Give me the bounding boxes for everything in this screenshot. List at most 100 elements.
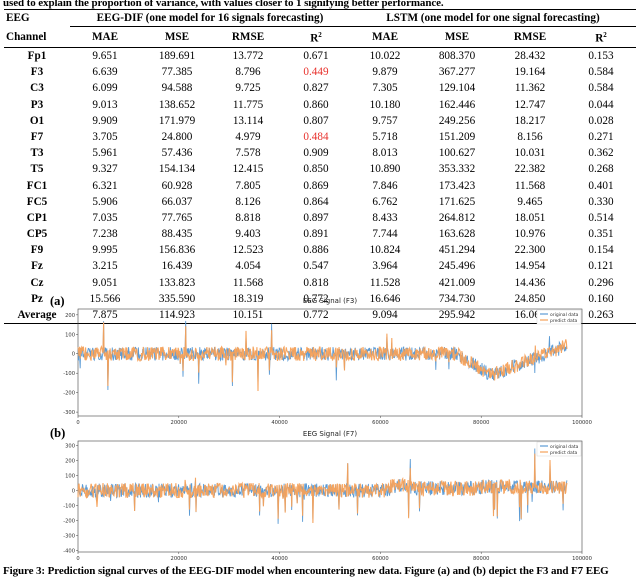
chart-panel-b: EEG Signal (F7) 300 200 100 0 -100 -200 -300 -40… — [63, 430, 592, 562]
value-cell: 57.436 — [161, 147, 193, 160]
value-cell: 14.954 — [514, 260, 546, 273]
col-mse-b: MSE — [420, 26, 494, 48]
table-row: FC1 6.321 60.928 7.805 0.869 7.846 173.423 11.5… — [4, 177, 636, 193]
table-row: Fp1 9.651 189.691 13.772 0.671 10.022 808.370 2… — [4, 47, 636, 64]
table-row: T3 5.961 57.436 7.578 0.909 8.013 100.627 10.03… — [4, 145, 636, 161]
table-row: CP5 7.238 88.435 9.403 0.891 7.744 163.628 10.9… — [4, 226, 636, 242]
value-cell: 7.875 — [70, 306, 140, 325]
value-cell: 8.126 — [235, 195, 261, 208]
value-cell: 5.718 — [372, 130, 398, 143]
value-cell: 0.807 — [303, 114, 329, 127]
col-mae-a: MAE — [70, 26, 140, 48]
value-cell: 0.671 — [303, 50, 329, 63]
y-tick-label: 200 — [65, 313, 75, 319]
value-cell: 60.928 — [161, 179, 193, 192]
channel-cell: Fz — [31, 260, 43, 273]
value-cell: 10.031 — [514, 147, 546, 160]
y-tick-label: 200 — [65, 459, 75, 465]
value-cell: 367.277 — [438, 66, 476, 79]
value-cell: 0.514 — [588, 211, 614, 224]
x-tick-label: 80000 — [473, 420, 490, 426]
value-cell: 8.013 — [372, 147, 398, 160]
legend-label: original data — [550, 312, 579, 318]
value-cell: 335.590 — [158, 292, 196, 305]
table-row: Pz 15.566 335.590 18.319 0.772 16.646 734.730 2… — [4, 291, 636, 307]
header-channel: Channel — [4, 26, 70, 48]
value-cell: 9.013 — [92, 98, 118, 111]
x-tick-label: 40000 — [271, 420, 288, 426]
table-row: F7 3.705 24.800 4.979 0.484 5.718 151.209 8.156… — [4, 129, 636, 145]
value-cell: 9.465 — [517, 195, 543, 208]
col-mae-b: MAE — [350, 26, 420, 48]
value-cell: 16.439 — [161, 260, 193, 273]
value-cell: 16.646 — [369, 292, 401, 305]
value-cell: 12.747 — [514, 98, 546, 111]
table-row: F9 9.995 156.836 12.523 0.886 10.824 451.294 22… — [4, 242, 636, 258]
value-cell: 171.625 — [438, 195, 476, 208]
value-cell: 6.639 — [92, 66, 118, 79]
table-row: F3 6.639 77.385 8.796 0.449 9.879 367.277 19.16… — [4, 64, 636, 80]
table-row: CP1 7.035 77.765 8.818 0.897 8.433 264.812 18.0… — [4, 210, 636, 226]
value-cell: 0.362 — [588, 147, 614, 160]
y-tick-label: -200 — [63, 391, 75, 397]
channel-cell: C3 — [30, 82, 44, 95]
value-cell: 9.094 — [350, 306, 420, 325]
chart-title: EEG Signal (F3) — [303, 297, 357, 305]
value-cell: 114.923 — [140, 306, 214, 325]
value-cell: 0.547 — [303, 260, 329, 273]
legend-label: predict data — [550, 318, 578, 324]
value-cell: 0.584 — [588, 82, 614, 95]
col-r2-a: R2 — [282, 26, 350, 48]
value-cell: 66.037 — [161, 195, 193, 208]
channel-cell: FC5 — [26, 195, 48, 208]
value-cell: 0.154 — [588, 244, 614, 257]
value-cell: 0.850 — [303, 163, 329, 176]
header-eeg-dif: EEG-DIF (one model for 16 signals foreca… — [70, 8, 350, 28]
header-lstm: LSTM (one model for one signal forecasti… — [350, 8, 636, 28]
value-cell: 0.028 — [588, 114, 614, 127]
value-cell: 0.121 — [588, 260, 614, 273]
value-cell: 11.362 — [514, 82, 546, 95]
value-cell: 18.319 — [232, 292, 264, 305]
predict-data-line — [77, 453, 568, 524]
channel-cell: Fp1 — [27, 50, 47, 63]
value-cell: 6.321 — [92, 179, 118, 192]
value-cell: 5.906 — [92, 195, 118, 208]
value-cell: 0.296 — [588, 276, 614, 289]
value-cell: 0.869 — [303, 179, 329, 192]
channel-cell: P3 — [30, 98, 44, 111]
value-cell: 3.215 — [92, 260, 118, 273]
value-cell: 7.744 — [372, 228, 398, 241]
x-tick-label: 60000 — [372, 556, 389, 562]
value-cell: 151.209 — [438, 130, 476, 143]
value-cell: 18.217 — [514, 114, 546, 127]
y-tick-label: -100 — [63, 504, 75, 510]
value-cell: 295.942 — [420, 306, 494, 325]
value-cell: 264.812 — [438, 211, 476, 224]
value-cell: 13.772 — [232, 50, 264, 63]
value-cell: 808.370 — [438, 50, 476, 63]
predict-data-line — [77, 322, 568, 392]
value-cell: 7.805 — [235, 179, 261, 192]
channel-cell: Pz — [31, 292, 43, 305]
value-cell: 189.691 — [158, 50, 196, 63]
value-cell: 12.523 — [232, 244, 264, 257]
value-cell: 14.436 — [514, 276, 546, 289]
channel-cell: Average — [4, 306, 70, 325]
value-cell: 6.099 — [92, 82, 118, 95]
y-tick-label: -300 — [63, 534, 75, 540]
value-cell: 24.850 — [514, 292, 546, 305]
table-row: FC5 5.906 66.037 8.126 0.864 6.762 171.625 9.46… — [4, 194, 636, 210]
value-cell: 8.156 — [517, 130, 543, 143]
channel-cell: F3 — [30, 66, 44, 79]
value-cell: 129.104 — [438, 82, 476, 95]
value-cell: 7.846 — [372, 179, 398, 192]
value-cell: 0.351 — [588, 228, 614, 241]
y-tick-label: 100 — [65, 332, 75, 338]
value-cell: 9.051 — [92, 276, 118, 289]
col-mse-a: MSE — [140, 26, 214, 48]
value-cell: 94.588 — [161, 82, 193, 95]
chart-title: EEG Signal (F7) — [303, 430, 357, 438]
value-cell: 8.433 — [372, 211, 398, 224]
